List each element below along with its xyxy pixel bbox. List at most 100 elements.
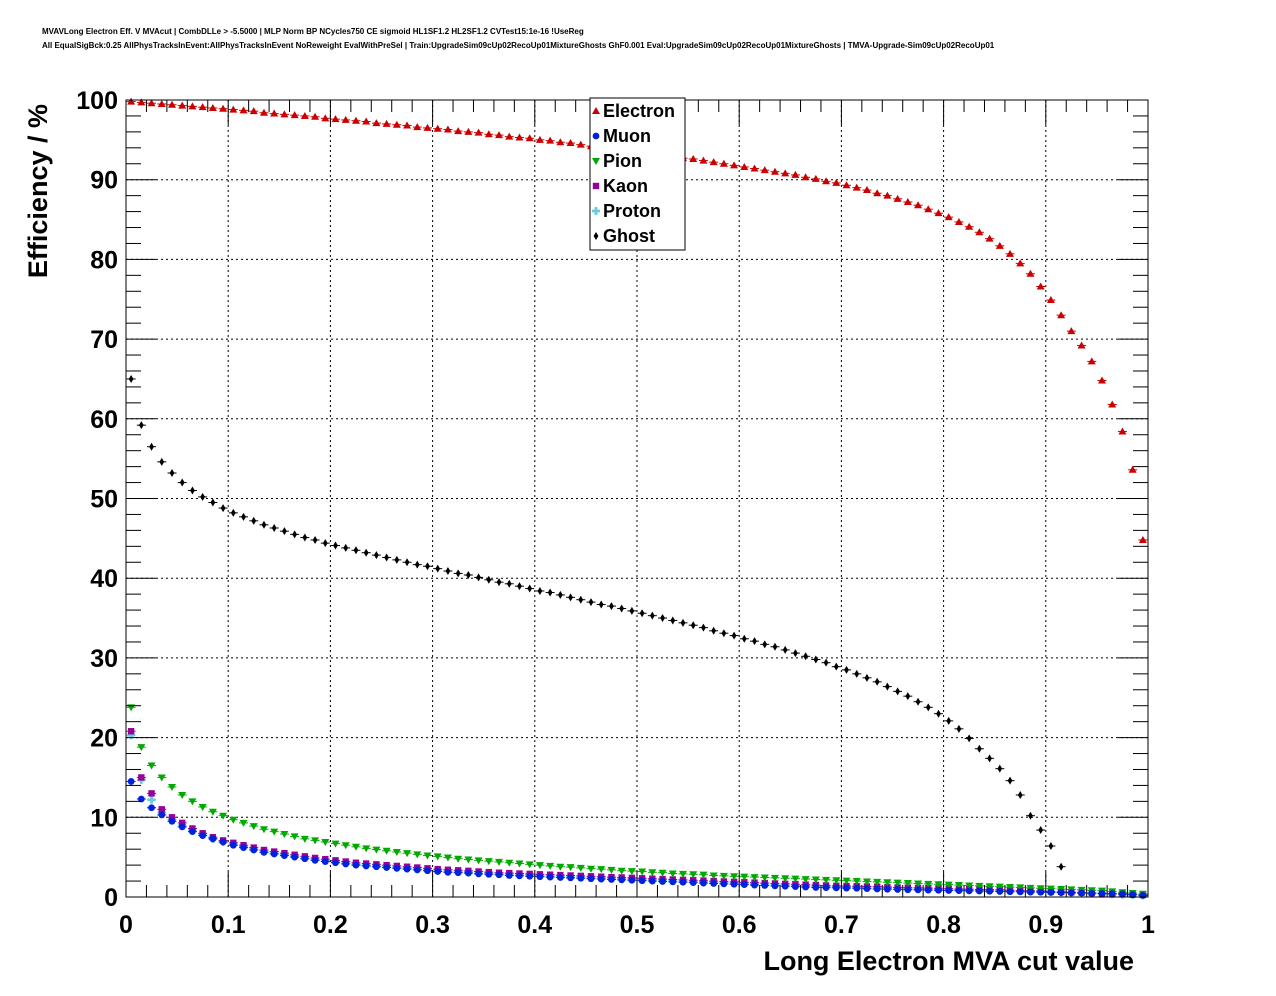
pion-point bbox=[1036, 885, 1045, 893]
pion-point bbox=[505, 859, 514, 867]
muon-point bbox=[822, 884, 830, 891]
ghost-point bbox=[506, 579, 512, 588]
muon-point bbox=[894, 886, 902, 893]
electron-point bbox=[300, 111, 309, 119]
ghost-point bbox=[527, 584, 533, 593]
electron-point bbox=[413, 123, 422, 131]
muon-point bbox=[710, 880, 718, 887]
muon-point bbox=[270, 850, 278, 858]
ghost-point bbox=[772, 642, 778, 651]
electron-point bbox=[484, 130, 493, 138]
pion-point bbox=[423, 852, 432, 860]
legend-label-pion: Pion bbox=[603, 151, 642, 171]
muon-point bbox=[608, 876, 615, 883]
electron-point bbox=[535, 135, 544, 143]
electron-point bbox=[188, 102, 197, 110]
ghost-point bbox=[936, 709, 941, 718]
ghost-point bbox=[251, 516, 257, 525]
pion-point bbox=[290, 833, 299, 841]
electron-point bbox=[873, 189, 882, 197]
electron-point bbox=[770, 167, 779, 175]
pion-point bbox=[678, 870, 687, 878]
legend-marker-kaon bbox=[592, 182, 600, 190]
pion-point bbox=[403, 850, 412, 858]
pion-point bbox=[781, 875, 790, 883]
pion-point bbox=[178, 791, 187, 799]
y-tick-label: 20 bbox=[90, 725, 118, 753]
electron-point bbox=[924, 205, 933, 213]
ghost-point bbox=[680, 618, 686, 627]
muon-point bbox=[505, 872, 513, 879]
muon-point bbox=[372, 863, 380, 871]
ghost-point bbox=[803, 652, 809, 661]
ghost-point bbox=[731, 631, 737, 640]
ghost-point bbox=[823, 658, 829, 667]
ghost-point bbox=[752, 637, 757, 646]
electron-point bbox=[127, 97, 136, 105]
muon-point bbox=[209, 835, 217, 843]
ghost-point bbox=[711, 626, 717, 635]
pion-point bbox=[495, 858, 504, 866]
pion-point bbox=[433, 853, 442, 861]
ghost-point bbox=[445, 567, 451, 576]
pion-point bbox=[239, 819, 248, 827]
y-tick-label: 90 bbox=[90, 167, 118, 195]
electron-point bbox=[433, 124, 442, 132]
ghost-point bbox=[568, 593, 573, 602]
pion-point bbox=[648, 869, 657, 877]
electron-point bbox=[443, 125, 452, 133]
electron-point bbox=[1036, 282, 1045, 290]
pion-point bbox=[546, 862, 555, 870]
ghost-point bbox=[813, 655, 819, 664]
electron-point bbox=[852, 183, 861, 191]
pion-point bbox=[525, 861, 534, 869]
electron-point bbox=[495, 131, 504, 139]
muon-point bbox=[618, 876, 626, 884]
ghost-point bbox=[190, 486, 195, 495]
electron-point bbox=[259, 108, 268, 116]
y-tick-label: 10 bbox=[90, 804, 118, 832]
pion-point bbox=[157, 774, 166, 782]
muon-point bbox=[464, 869, 472, 877]
muon-point bbox=[362, 862, 370, 870]
electron-point bbox=[760, 166, 769, 174]
pion-point bbox=[556, 863, 565, 871]
grid-lines bbox=[126, 100, 1148, 897]
pion-point bbox=[730, 873, 739, 881]
pion-point bbox=[924, 880, 933, 888]
ghost-point bbox=[292, 530, 298, 539]
pion-point bbox=[944, 881, 953, 889]
pion-point bbox=[954, 882, 963, 890]
pion-point bbox=[321, 839, 330, 847]
electron-point bbox=[740, 162, 749, 170]
x-tick-label: 0 bbox=[119, 911, 133, 939]
x-tick-label: 0.1 bbox=[211, 911, 246, 939]
ghost-point bbox=[997, 764, 1003, 773]
muon-point bbox=[332, 859, 339, 867]
muon-point bbox=[577, 874, 585, 882]
electron-point bbox=[1138, 535, 1147, 543]
electron-point bbox=[403, 121, 412, 129]
electron-point bbox=[290, 111, 299, 119]
y-axis-label: Efficiency / % bbox=[23, 104, 53, 278]
pion-point bbox=[382, 847, 391, 855]
pion-point bbox=[208, 808, 217, 816]
muon-point bbox=[975, 887, 983, 895]
muon-point bbox=[1119, 890, 1126, 898]
ghost-point bbox=[343, 543, 349, 552]
muon-point bbox=[1027, 888, 1034, 896]
electron-point bbox=[546, 136, 555, 144]
muon-point bbox=[914, 886, 922, 894]
ghost-point bbox=[874, 677, 880, 686]
ghost-point bbox=[302, 533, 308, 542]
ghost-point bbox=[833, 662, 839, 671]
pion-point bbox=[668, 870, 677, 878]
ghost-point bbox=[241, 512, 246, 521]
x-axis-label: Long Electron MVA cut value bbox=[763, 946, 1134, 976]
ghost-point bbox=[282, 527, 287, 536]
muon-point bbox=[761, 882, 769, 889]
ghost-point bbox=[414, 560, 420, 569]
muon-point bbox=[148, 804, 155, 812]
ghost-point bbox=[149, 442, 154, 451]
muon-point bbox=[1088, 889, 1096, 897]
